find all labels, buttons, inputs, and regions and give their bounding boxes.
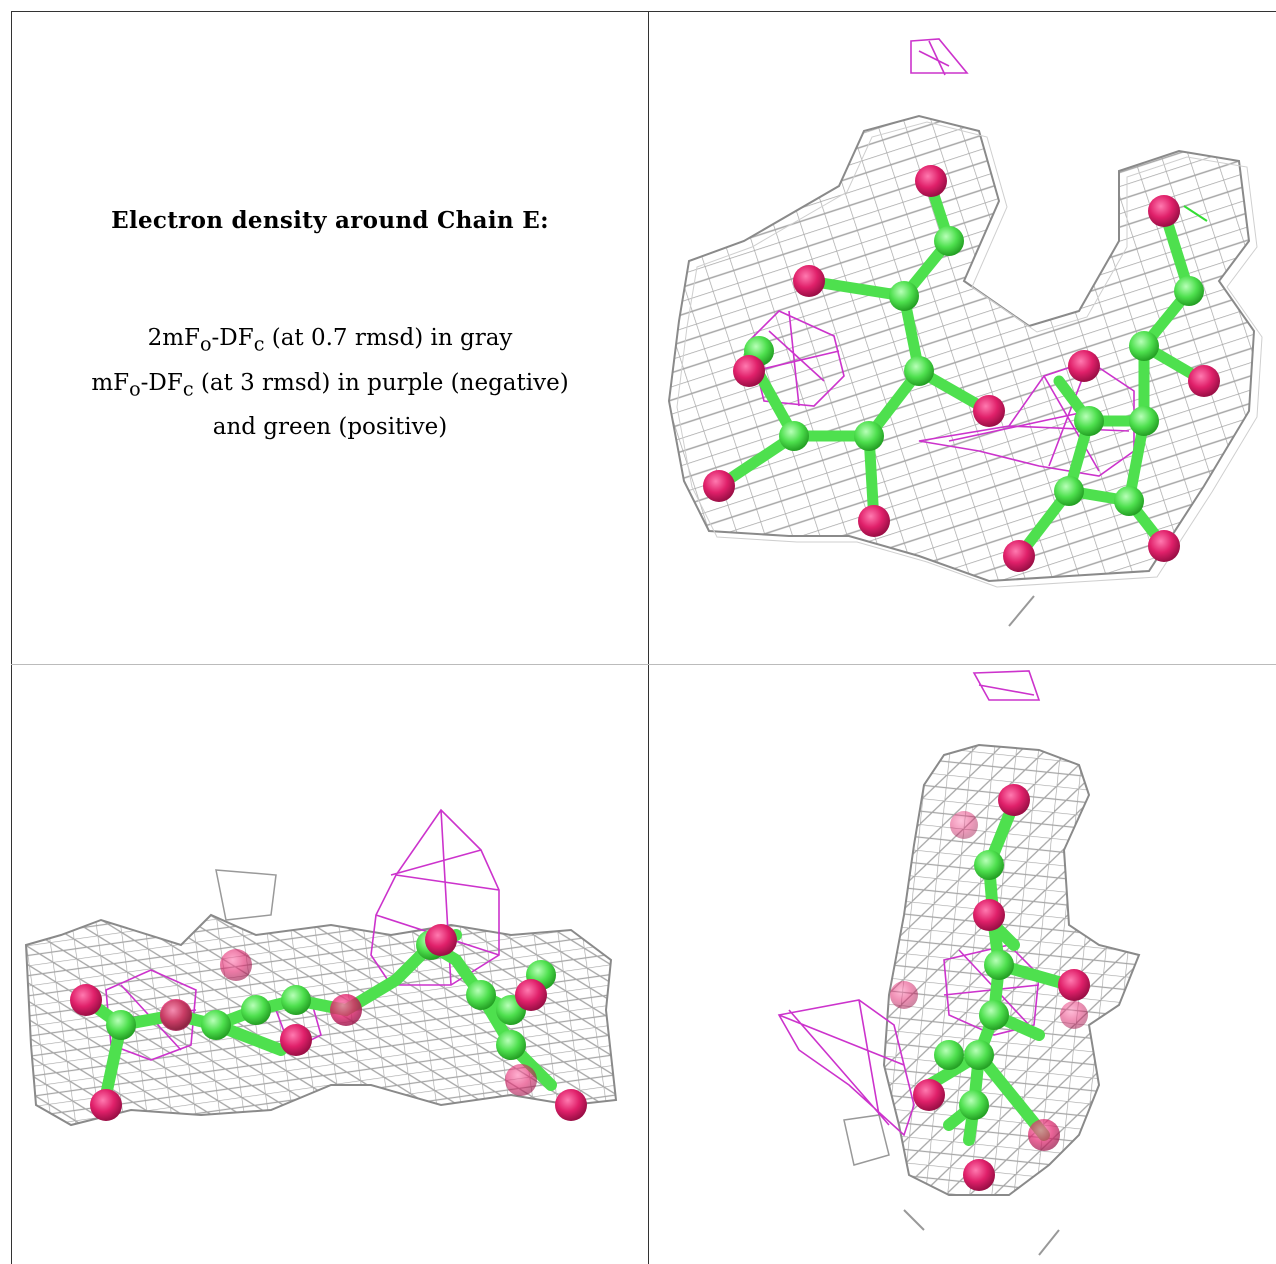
density-view-side	[11, 665, 649, 1264]
oxygen-atoms	[703, 165, 1220, 572]
density-view-end	[649, 665, 1276, 1264]
legend-line-fofc: mFo-DFc (at 3 rmsd) in purple (negative)	[91, 369, 569, 401]
carbon-atoms	[934, 850, 1014, 1120]
oxygen-atoms	[70, 924, 587, 1121]
density-view-top	[649, 11, 1276, 664]
mesh-positive	[1183, 205, 1208, 222]
legend-line-positive: and green (positive)	[212, 414, 448, 441]
oxygen-atoms	[890, 784, 1090, 1191]
view-3-image	[777, 670, 1141, 1256]
top-border	[11, 11, 1276, 12]
view-1-image	[667, 38, 1263, 627]
view-2-image	[24, 808, 618, 1127]
legend-text: 2mFo-DFc (at 0.7 rmsd) in gray mFo-DFc (…	[11, 319, 649, 446]
caption-panel: Electron density around Chain E: 2mFo-DF…	[11, 11, 649, 664]
center-divider	[648, 11, 649, 1264]
legend-line-2fofc: 2mFo-DFc (at 0.7 rmsd) in gray	[147, 325, 513, 356]
mesh-2fofc	[667, 114, 1256, 583]
panel-title: Electron density around Chain E:	[111, 207, 549, 234]
middle-divider	[11, 664, 1276, 665]
left-border	[11, 11, 12, 1264]
